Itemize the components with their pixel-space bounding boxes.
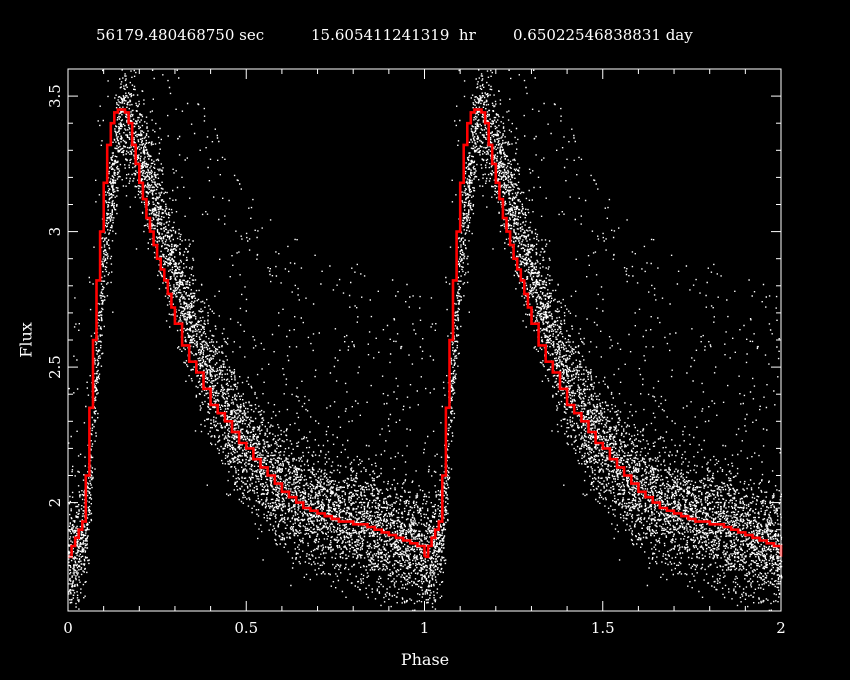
x-tick-label: 0.5 — [234, 619, 258, 637]
x-tick-label: 1 — [420, 619, 430, 637]
binned-curve — [68, 108, 783, 559]
axis-ticks: 0 0.5 1 1.5 2 2 2.5 3 3.5 — [46, 69, 786, 637]
y-tick-label: 2.5 — [46, 355, 64, 379]
x-tick-label: 2 — [776, 619, 786, 637]
y-tick-label: 3.5 — [46, 84, 64, 108]
y-tick-label: 2 — [46, 498, 64, 508]
x-tick-label: 1.5 — [591, 619, 615, 637]
period-days: 0.65022546838831 day — [513, 26, 693, 44]
chart-title: 56179.480468750 sec 15.605411241319 hr 0… — [0, 26, 850, 98]
scatter-dots — [68, 69, 783, 612]
y-axis-label: Flux — [16, 322, 36, 358]
scatter-points — [68, 69, 783, 612]
binned-curve-cycle-2 — [424, 108, 783, 559]
binned-curve-cycle-1 — [68, 108, 426, 559]
y-tick-label: 3 — [46, 227, 64, 237]
x-tick-label: 0 — [63, 619, 73, 637]
x-axis-label: Phase — [400, 650, 450, 669]
period-seconds: 56179.480468750 sec — [96, 26, 265, 44]
period-hours: 15.605411241319 hr — [311, 26, 476, 44]
